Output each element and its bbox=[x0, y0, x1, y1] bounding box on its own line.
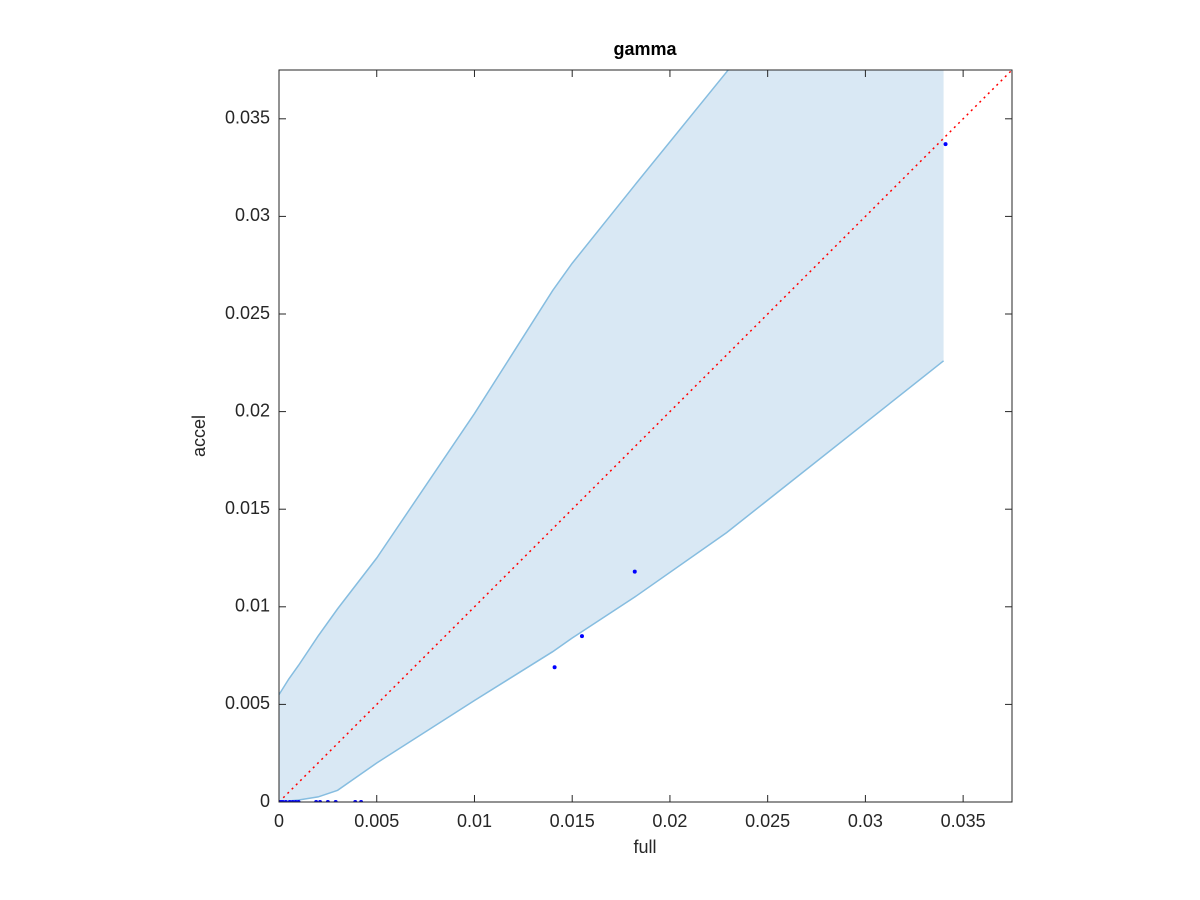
x-tick-label: 0.035 bbox=[941, 811, 986, 831]
x-tick-label: 0.025 bbox=[745, 811, 790, 831]
y-axis-label: accel bbox=[189, 415, 209, 457]
data-point bbox=[552, 665, 557, 670]
y-tick-label: 0.03 bbox=[235, 205, 270, 225]
axes-box bbox=[278, 69, 1013, 803]
x-tick-label: 0.005 bbox=[354, 811, 399, 831]
x-axis-label: full bbox=[633, 837, 656, 857]
band-upper-edge bbox=[279, 70, 730, 696]
axes: 0 0.005 0.01 0.015 0.02 0.025 0.03 0.035 0 0.005 0… bbox=[225, 69, 1013, 831]
data-point bbox=[943, 142, 948, 147]
x-tick-label: 0.01 bbox=[457, 811, 492, 831]
x-tick-label: 0.015 bbox=[550, 811, 595, 831]
data-point bbox=[632, 569, 637, 574]
y-tick-label: 0.01 bbox=[235, 596, 270, 616]
data-point bbox=[579, 634, 584, 639]
y-tick-label: 0 bbox=[260, 791, 270, 811]
reference-line bbox=[279, 70, 1012, 802]
x-tick-label: 0 bbox=[274, 811, 284, 831]
confidence-band bbox=[279, 70, 944, 802]
y-tick-label: 0.025 bbox=[225, 303, 270, 323]
y-tick-label: 0.02 bbox=[235, 400, 270, 420]
y-tick-label: 0.005 bbox=[225, 693, 270, 713]
y-tick-label: 0.035 bbox=[225, 108, 270, 128]
x-tick-label: 0.02 bbox=[652, 811, 687, 831]
plot-area bbox=[279, 70, 1012, 802]
y-tick-label: 0.015 bbox=[225, 498, 270, 518]
x-tick-label: 0.03 bbox=[848, 811, 883, 831]
chart-title: gamma bbox=[613, 39, 677, 59]
